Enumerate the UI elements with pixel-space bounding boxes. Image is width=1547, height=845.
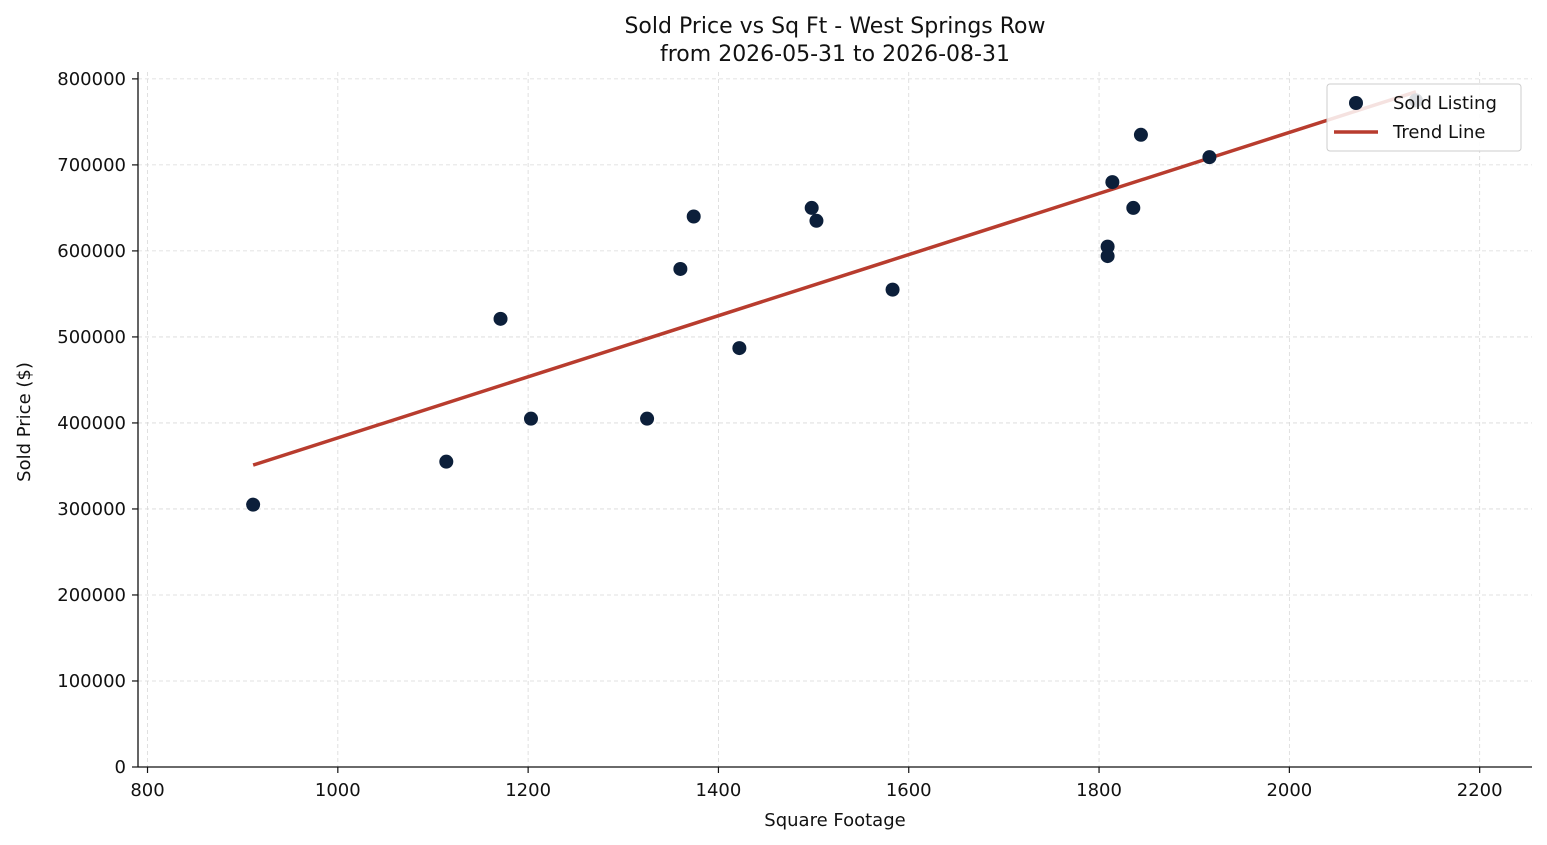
chart-subtitle: from 2026-05-31 to 2026-08-31 bbox=[660, 42, 1010, 67]
data-point bbox=[804, 200, 819, 215]
data-point bbox=[523, 411, 538, 426]
x-tick-label: 1600 bbox=[886, 780, 932, 801]
axes-layer bbox=[137, 72, 1532, 768]
legend-label-trend-line: Trend Line bbox=[1392, 122, 1486, 143]
legend-point-marker bbox=[1349, 96, 1363, 110]
y-tick-label: 300000 bbox=[57, 499, 126, 520]
data-point bbox=[493, 311, 508, 326]
x-tick-label: 1000 bbox=[315, 780, 361, 801]
data-point bbox=[809, 213, 824, 228]
x-axis-label: Square Footage bbox=[764, 810, 905, 831]
y-tick-label: 600000 bbox=[57, 241, 126, 262]
data-point bbox=[246, 497, 261, 512]
data-point bbox=[1126, 200, 1141, 215]
data-point bbox=[686, 209, 701, 224]
trend-layer bbox=[252, 90, 1417, 467]
legend-box bbox=[1326, 83, 1522, 152]
x-tick-label: 1800 bbox=[1076, 780, 1122, 801]
y-tick-label: 500000 bbox=[57, 327, 126, 348]
y-axis-label: Sold Price ($) bbox=[14, 362, 35, 482]
y-tick-label: 800000 bbox=[57, 69, 126, 90]
data-point bbox=[673, 261, 688, 276]
data-point bbox=[439, 454, 454, 469]
y-tick-label: 400000 bbox=[57, 413, 126, 434]
y-tick-label: 100000 bbox=[57, 671, 126, 692]
data-point bbox=[885, 282, 900, 297]
data-point bbox=[732, 341, 747, 356]
x-tick-label: 2200 bbox=[1457, 780, 1503, 801]
x-tick-label: 800 bbox=[130, 780, 164, 801]
ticks-layer: 800 1000 1200 1400 1600 1800 2000 2200 0 100000 20… bbox=[57, 69, 1502, 801]
chart-title: Sold Price vs Sq Ft - West Springs Row bbox=[624, 14, 1045, 39]
data-point bbox=[1105, 175, 1120, 190]
data-point bbox=[1100, 249, 1115, 264]
y-tick-label: 200000 bbox=[57, 585, 126, 606]
legend: Sold Listing Trend Line bbox=[1326, 83, 1522, 152]
x-tick-label: 2000 bbox=[1266, 780, 1312, 801]
trend-line bbox=[252, 90, 1417, 467]
x-tick-label: 1200 bbox=[505, 780, 551, 801]
x-tick-label: 1400 bbox=[696, 780, 742, 801]
data-point bbox=[1133, 127, 1148, 142]
grid-layer bbox=[138, 72, 1532, 768]
legend-label-sold-listing: Sold Listing bbox=[1393, 93, 1497, 114]
y-tick-label: 0 bbox=[115, 757, 126, 778]
points-layer bbox=[246, 93, 1423, 512]
data-point bbox=[640, 411, 655, 426]
data-point bbox=[1202, 150, 1217, 165]
y-tick-label: 700000 bbox=[57, 155, 126, 176]
